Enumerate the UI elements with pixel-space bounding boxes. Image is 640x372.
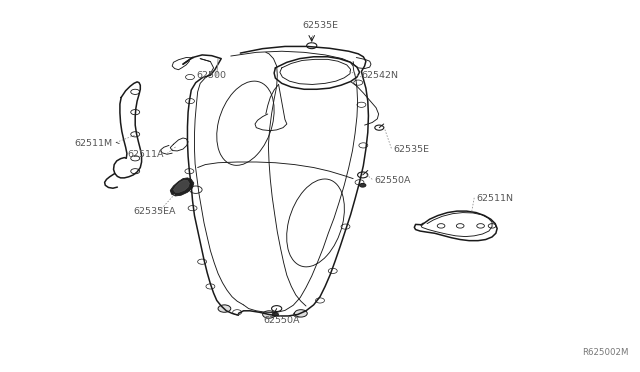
Circle shape [294, 310, 307, 317]
Text: 62511A: 62511A [127, 150, 164, 159]
Text: 62500: 62500 [196, 71, 227, 80]
Text: 62535EA: 62535EA [133, 207, 175, 217]
Text: 62550A: 62550A [264, 316, 300, 325]
Text: 62542N: 62542N [362, 71, 399, 80]
Text: 62550A: 62550A [374, 176, 411, 185]
Circle shape [218, 305, 231, 312]
Text: 62511N: 62511N [476, 195, 513, 203]
Text: R625002M: R625002M [582, 347, 629, 357]
Circle shape [272, 312, 278, 316]
Text: 62535E: 62535E [302, 21, 338, 30]
Polygon shape [170, 178, 194, 196]
Circle shape [262, 311, 275, 318]
Text: 62535E: 62535E [394, 145, 429, 154]
Text: 62511M: 62511M [75, 139, 113, 148]
Circle shape [360, 183, 366, 187]
Polygon shape [173, 180, 189, 192]
